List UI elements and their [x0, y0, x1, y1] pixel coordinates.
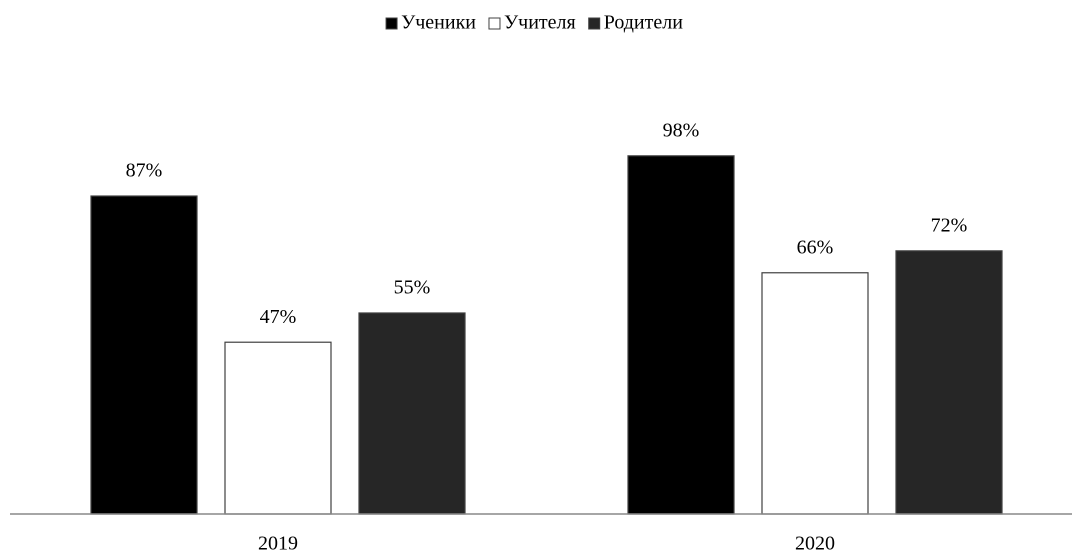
data-label: 47% [260, 306, 297, 328]
legend-swatch [588, 17, 601, 30]
data-label: 87% [126, 160, 163, 182]
bar [224, 341, 332, 515]
legend-swatch [385, 17, 398, 30]
data-label: 66% [797, 236, 834, 258]
bar [627, 155, 735, 515]
legend-label: Ученики [401, 12, 476, 34]
bar [761, 272, 869, 515]
x-tick-label: 2020 [795, 533, 835, 554]
bar [895, 250, 1003, 515]
legend-swatch [488, 17, 501, 30]
legend-label: Учителя [504, 12, 576, 34]
x-tick-label: 2019 [258, 533, 298, 554]
bar [358, 312, 466, 515]
bar [90, 195, 198, 515]
data-label: 72% [931, 214, 968, 236]
data-label: 98% [663, 119, 700, 141]
legend-label: Родители [604, 12, 684, 34]
data-label: 55% [394, 277, 431, 299]
